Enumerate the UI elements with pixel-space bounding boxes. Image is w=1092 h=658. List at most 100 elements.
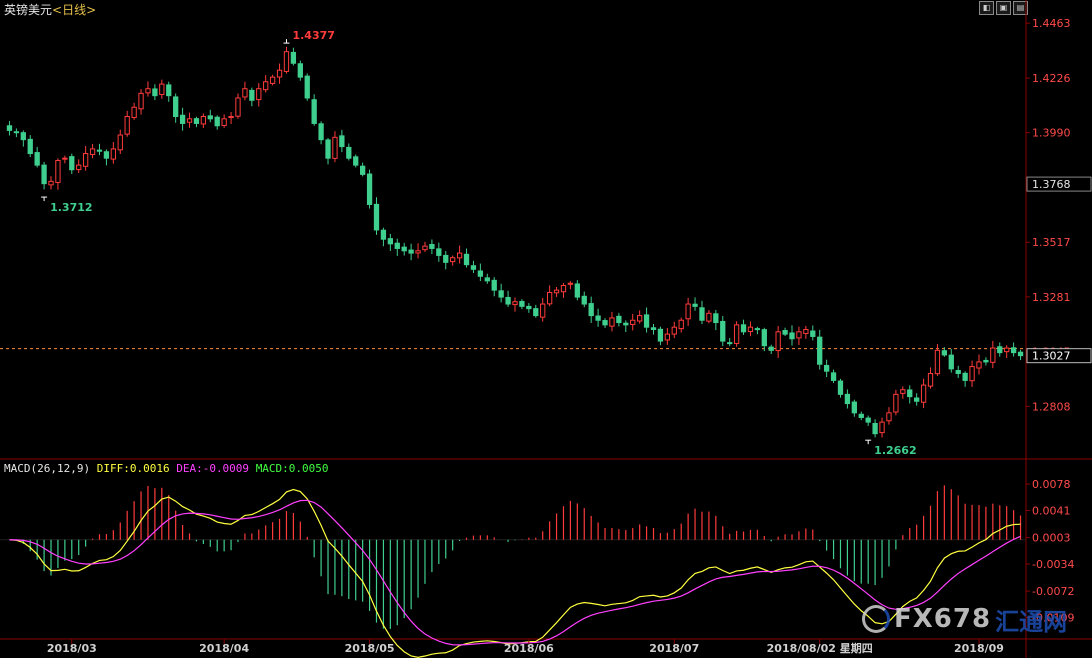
- candle-down: [359, 165, 366, 175]
- candle-up: [332, 136, 338, 159]
- candle-down: [727, 342, 733, 345]
- candle-down: [997, 346, 1003, 354]
- price-tick-label: 1.3281: [1032, 291, 1071, 304]
- candle-down: [290, 51, 297, 64]
- candle-up: [990, 347, 996, 363]
- extreme-price-label: 1.2662: [874, 444, 916, 457]
- candle-up: [263, 81, 269, 91]
- layout-button-1[interactable]: ◧: [979, 1, 994, 15]
- candle-up: [221, 118, 227, 126]
- candle-up: [276, 69, 283, 78]
- layout-button-3[interactable]: ▤: [1013, 1, 1028, 15]
- candle-down: [443, 254, 449, 263]
- candle-up: [546, 291, 553, 305]
- candle-down: [657, 328, 664, 342]
- candle-down: [373, 203, 380, 231]
- candle-up: [89, 148, 96, 155]
- candle-up: [920, 384, 927, 403]
- candle-down: [858, 413, 864, 418]
- candle-down: [754, 328, 761, 331]
- candle-down: [851, 401, 857, 414]
- candle-down: [353, 156, 359, 166]
- extreme-price-label: 1.4377: [292, 29, 334, 42]
- candle-down: [152, 88, 158, 97]
- candle-down: [387, 238, 393, 245]
- layout-button-2[interactable]: ▣: [996, 1, 1011, 15]
- candle-up: [269, 76, 276, 84]
- candle-up: [685, 303, 691, 320]
- candle-up: [560, 285, 567, 293]
- candle-down: [13, 131, 20, 134]
- candle-up: [145, 88, 151, 94]
- candle-down: [692, 303, 698, 307]
- candle-up: [609, 317, 615, 327]
- candle-down: [297, 63, 303, 78]
- candle-up: [186, 118, 193, 123]
- candle-down: [6, 125, 13, 131]
- candle-down: [789, 332, 795, 340]
- price-tick-label: 1.4463: [1032, 17, 1071, 30]
- candle-down: [401, 246, 407, 252]
- candle-down: [823, 364, 830, 372]
- candle-down: [249, 89, 255, 101]
- date-label: 2018/04: [199, 642, 249, 655]
- candle-up: [664, 333, 671, 341]
- candle-up: [159, 83, 165, 95]
- candle-up: [450, 257, 456, 263]
- candle-up: [235, 97, 241, 117]
- price-tick-label: 1.4226: [1032, 72, 1071, 85]
- candle-up: [747, 326, 754, 333]
- extreme-price-label: 1.3712: [50, 201, 92, 214]
- candle-down: [533, 308, 539, 317]
- candle-up: [55, 159, 61, 183]
- candle-up: [76, 164, 82, 171]
- candle-down: [720, 320, 726, 342]
- candle-down: [436, 248, 442, 256]
- date-label: 2018/07: [649, 642, 699, 655]
- candle-down: [380, 229, 387, 240]
- fx678-logo-icon: [862, 605, 890, 633]
- macd-params: MACD(26,12,9): [4, 462, 91, 475]
- candle-down: [463, 253, 470, 266]
- candle-up: [796, 331, 802, 339]
- candle-down: [484, 277, 490, 282]
- candle-down: [962, 372, 968, 381]
- candle-up: [228, 116, 234, 119]
- candle-down: [761, 329, 767, 347]
- candle-down: [955, 369, 961, 374]
- candle-down: [166, 84, 172, 97]
- candle-down: [41, 164, 47, 185]
- candle-up: [553, 289, 560, 294]
- candle-down: [325, 139, 331, 159]
- candle-down: [837, 380, 844, 395]
- candle-up: [567, 282, 574, 285]
- candle-down: [817, 336, 823, 365]
- candle-down: [595, 315, 601, 321]
- candle-down: [477, 270, 484, 277]
- candle-down: [179, 114, 186, 124]
- candle-up: [969, 366, 975, 382]
- candle-up: [706, 312, 712, 322]
- candle-down: [914, 397, 920, 402]
- candle-down: [699, 307, 705, 321]
- candle-down: [941, 350, 948, 356]
- candle-up: [733, 324, 740, 344]
- candle-down: [207, 115, 213, 120]
- candle-down: [498, 290, 504, 298]
- candle-up: [131, 106, 137, 118]
- watermark-brand: FX678: [894, 604, 992, 634]
- macd-tick-label: -0.0034: [1032, 558, 1074, 571]
- candle-up: [422, 245, 428, 251]
- candle-down: [865, 417, 871, 423]
- chart-title: 英镑美元<日线>: [4, 1, 96, 18]
- candle-down: [69, 156, 75, 171]
- candle-down: [311, 99, 317, 124]
- candle-down: [872, 422, 878, 435]
- macd-tick-label: 0.0078: [1032, 478, 1071, 491]
- candle-up: [540, 303, 546, 318]
- candle-down: [740, 324, 747, 333]
- candle-up: [637, 315, 643, 322]
- macd-diff-value: DIFF:0.0016: [96, 462, 170, 475]
- candle-down: [491, 279, 497, 291]
